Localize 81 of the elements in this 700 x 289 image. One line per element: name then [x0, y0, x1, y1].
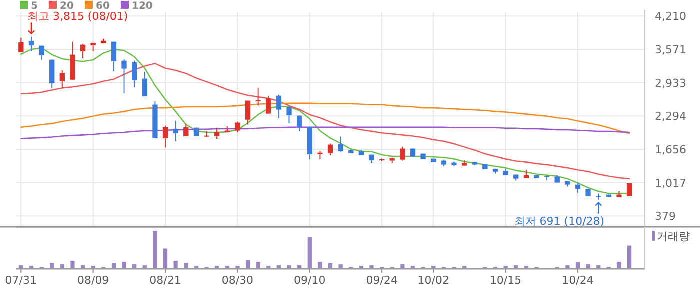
- candlestick: [39, 45, 44, 60]
- x-tick-label: 10/15: [490, 274, 522, 287]
- candlestick: [80, 43, 86, 60]
- bar: [617, 262, 622, 268]
- candlestick: [28, 36, 34, 52]
- y-tick-label: 3,571: [655, 44, 686, 57]
- bar: [328, 263, 333, 268]
- bar: [318, 262, 322, 268]
- legend-label: 60: [96, 1, 110, 12]
- bar: [132, 264, 137, 268]
- candlestick: [50, 59, 55, 90]
- candlestick: [122, 58, 127, 94]
- candlestick: [266, 95, 272, 114]
- legend-label: 20: [60, 1, 74, 12]
- bar: [50, 263, 54, 268]
- bar: [287, 265, 292, 268]
- bar: [246, 260, 250, 268]
- candlestick: [60, 70, 65, 90]
- candlestick: [111, 41, 117, 72]
- y-tick-label: 2,294: [655, 110, 686, 124]
- candlestick: [286, 106, 292, 124]
- bar: [122, 262, 126, 268]
- candlestick: [296, 115, 302, 132]
- candlestick: [173, 120, 178, 142]
- bar: [276, 265, 282, 268]
- y-tick-label: 1,656: [655, 143, 686, 156]
- bar: [142, 265, 147, 268]
- candlestick: [184, 123, 189, 137]
- x-tick-label: 09/10: [294, 274, 326, 287]
- candlestick: [162, 125, 168, 148]
- bar: [163, 248, 168, 268]
- y-tick-label: 379: [655, 210, 676, 224]
- bar: [566, 265, 570, 268]
- bar: [19, 265, 24, 268]
- candlestick: [245, 100, 251, 126]
- candlestick: [575, 182, 581, 194]
- x-tick-label: 09/24: [366, 274, 398, 287]
- y-tick-label: 4,210: [655, 10, 686, 24]
- candlestick: [132, 60, 138, 88]
- bar: [627, 246, 632, 268]
- bar: [256, 262, 260, 268]
- y-tick-label: 1,017: [655, 176, 686, 190]
- candlestick: [142, 71, 148, 98]
- candlestick: [18, 37, 24, 54]
- candlestick: [626, 182, 632, 197]
- x-tick-label: 10/24: [562, 274, 594, 287]
- y-tick-label: 2,933: [655, 76, 686, 90]
- bar: [400, 264, 405, 268]
- x-tick-label: 08/09: [77, 274, 110, 287]
- bar: [514, 265, 518, 268]
- bar: [112, 263, 116, 268]
- x-tick-label: 08/30: [222, 274, 254, 287]
- candlestick: [400, 146, 406, 162]
- x-tick-label: 07/31: [5, 274, 38, 287]
- bar: [153, 231, 158, 268]
- bar: [60, 264, 64, 268]
- candlestick: [235, 121, 240, 133]
- bar: [338, 264, 343, 268]
- annotation: 최고 3,815 (08/01): [27, 10, 128, 23]
- candlestick: [276, 94, 282, 119]
- bar: [308, 237, 312, 268]
- candlestick: [338, 136, 344, 153]
- bar: [174, 260, 178, 268]
- legend-label: 120: [132, 1, 153, 12]
- candlestick: [256, 87, 261, 106]
- x-tick-label: 10/02: [418, 274, 450, 287]
- bar: [596, 265, 601, 268]
- bar: [298, 265, 302, 268]
- bar: [184, 263, 188, 268]
- bar: [80, 265, 86, 268]
- legend-label: 5: [31, 1, 38, 12]
- legend: 거래량: [652, 230, 690, 243]
- bar: [370, 265, 374, 268]
- candlestick: [214, 127, 220, 140]
- bar: [576, 262, 580, 268]
- line-series: [20, 63, 630, 180]
- x-tick-label: 08/21: [150, 274, 182, 287]
- candlestick: [328, 143, 334, 156]
- bar: [70, 260, 75, 268]
- annotation: 최저 691 (10/28): [514, 214, 605, 228]
- bar: [586, 264, 590, 268]
